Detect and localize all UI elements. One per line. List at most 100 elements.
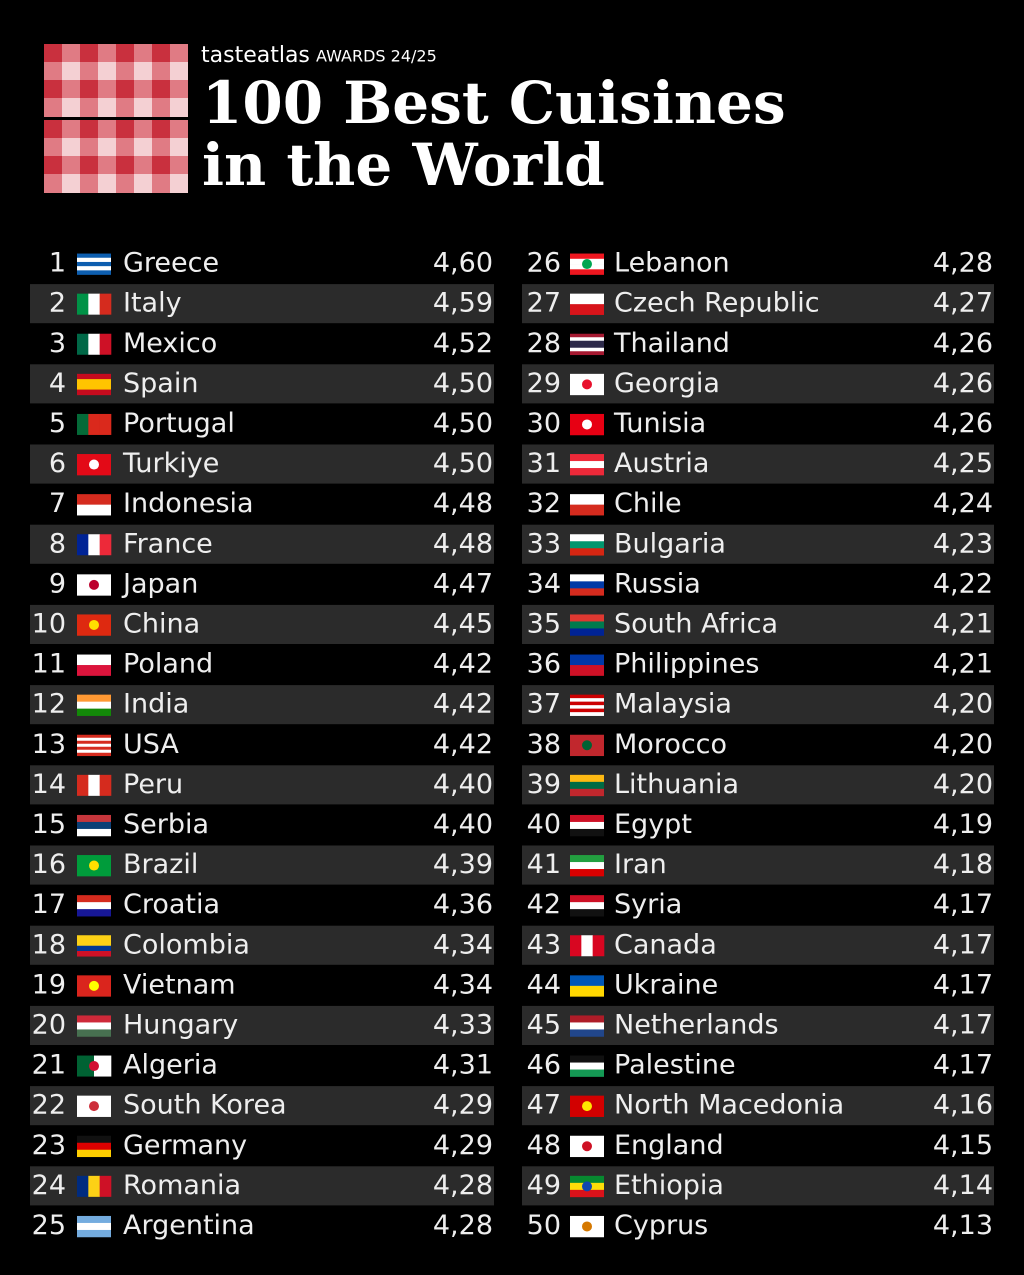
- country: Romania: [123, 1170, 241, 1201]
- ranking-row: 19 Vietnam 4,34: [32, 969, 493, 1000]
- flag-stripe: [77, 737, 111, 742]
- country: Portugal: [123, 408, 235, 439]
- ranking-row: 11 Poland 4,42: [32, 649, 493, 680]
- rank: 35: [527, 608, 561, 639]
- flag-stripe: [99, 774, 112, 796]
- flag-stripe: [88, 293, 100, 315]
- country: Germany: [123, 1130, 247, 1161]
- flag-stripe: [570, 862, 604, 870]
- flag-stripe: [570, 628, 604, 636]
- score: 4,59: [433, 288, 493, 319]
- country: South Africa: [614, 608, 778, 639]
- score: 4,42: [433, 649, 493, 680]
- ranking-row: 18 Colombia 4,34: [30, 925, 494, 965]
- rank: 12: [32, 689, 66, 720]
- flag: [570, 574, 604, 596]
- flag: [77, 855, 111, 877]
- country: Malaysia: [614, 689, 732, 720]
- logo-cell: [98, 44, 116, 63]
- flag-stripe: [592, 935, 605, 957]
- country: India: [123, 689, 189, 720]
- logo-cell: [152, 80, 170, 99]
- flag-stripe: [570, 855, 604, 863]
- flag-stripe: [77, 384, 111, 390]
- flag-stripe: [88, 1175, 100, 1197]
- country: Thailand: [613, 328, 730, 359]
- flag-stripe: [570, 351, 604, 356]
- flag-emblem: [582, 1181, 592, 1192]
- score: 4,34: [433, 969, 493, 1000]
- flag-stripe: [77, 708, 111, 716]
- logo-cell: [62, 98, 80, 117]
- flag: [570, 895, 604, 917]
- logo-cell: [44, 80, 62, 99]
- flag-stripe: [99, 333, 112, 355]
- flag-stripe: [570, 337, 604, 342]
- score: 4,34: [433, 929, 493, 960]
- flag-stripe: [77, 257, 111, 263]
- rank: 43: [527, 929, 561, 960]
- flag: [77, 694, 111, 716]
- score: 4,42: [433, 729, 493, 760]
- flag: [77, 975, 111, 997]
- flag-stripe: [77, 1015, 111, 1023]
- score: 4,17: [933, 1009, 993, 1040]
- flag: [77, 253, 111, 275]
- flag-stripe: [99, 534, 112, 556]
- score: 4,20: [933, 729, 993, 760]
- flag-stripe: [77, 1029, 111, 1037]
- rank: 8: [49, 528, 66, 559]
- country: Ukraine: [614, 969, 718, 1000]
- flag-stripe: [77, 749, 111, 754]
- score: 4,33: [433, 1009, 493, 1040]
- rank: 37: [527, 689, 561, 720]
- ranking-row: 30 Tunisia 4,26: [527, 408, 993, 439]
- flag-stripe: [570, 468, 604, 476]
- ranking-row: 50 Cyprus 4,13: [527, 1210, 993, 1241]
- flag-stripe: [570, 712, 604, 716]
- flag: [570, 373, 604, 396]
- rank: 32: [527, 488, 561, 519]
- flag-emblem: [582, 259, 592, 270]
- ranking-row: 31 Austria 4,25: [522, 444, 994, 484]
- rank: 29: [527, 368, 561, 399]
- ranking-row: 32 Chile 4,24: [527, 488, 993, 519]
- flag-emblem: [89, 980, 99, 991]
- rank: 31: [527, 448, 561, 479]
- ranking-row: 49 Ethiopia 4,14: [522, 1166, 994, 1206]
- ranking-row: 17 Croatia 4,36: [32, 889, 493, 920]
- logo-cell: [152, 156, 170, 175]
- ranking-row: 34 Russia 4,22: [527, 568, 993, 599]
- rank: 47: [527, 1090, 561, 1121]
- flag: [77, 654, 111, 676]
- country: Morocco: [614, 729, 727, 760]
- rank: 34: [527, 568, 561, 599]
- rank: 39: [527, 769, 561, 800]
- rank: 28: [527, 328, 561, 359]
- country: England: [614, 1130, 724, 1161]
- rank: 30: [527, 408, 561, 439]
- score: 4,31: [433, 1050, 493, 1081]
- score: 4,29: [433, 1130, 493, 1161]
- ranking-row: 37 Malaysia 4,20: [522, 685, 994, 725]
- flag-stripe: [77, 940, 111, 947]
- logo-cell: [80, 98, 98, 117]
- ranking-row: 14 Peru 4,40: [30, 765, 494, 805]
- score: 4,20: [933, 689, 993, 720]
- country: Lithuania: [614, 769, 739, 800]
- ranking-row: 6 Turkiye 4,50: [30, 444, 494, 484]
- score: 4,42: [433, 689, 493, 720]
- ranking-row: 29 Georgia 4,26: [522, 364, 994, 404]
- flag-stripe: [570, 614, 604, 622]
- country: Cyprus: [614, 1210, 708, 1241]
- flag-stripe: [570, 895, 604, 903]
- flag-stripe: [77, 821, 111, 830]
- rank: 36: [527, 649, 561, 680]
- title-line: in the World: [202, 131, 605, 199]
- flag-stripe: [77, 1215, 111, 1224]
- score: 4,28: [433, 1210, 493, 1241]
- flag: [77, 494, 111, 516]
- logo-cell: [116, 174, 134, 193]
- flag-stripe: [77, 909, 111, 917]
